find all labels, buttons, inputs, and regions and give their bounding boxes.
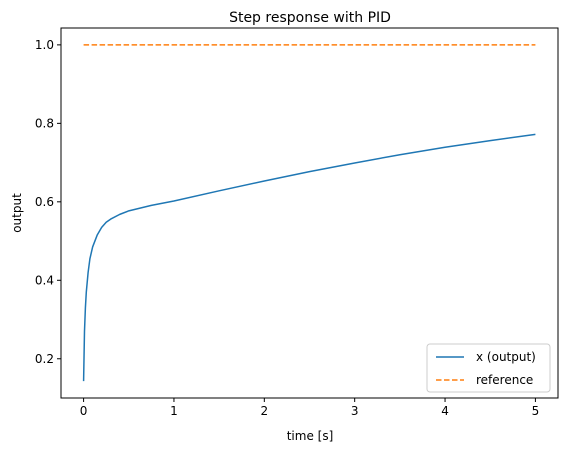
y-tick-label: 0.6 xyxy=(35,195,54,209)
x-tick-label: 3 xyxy=(351,404,359,418)
x-axis-label: time [s] xyxy=(287,429,334,443)
legend-box xyxy=(426,343,551,393)
y-tick-label: 0.4 xyxy=(35,273,54,287)
legend-label-output: x (output) xyxy=(476,350,536,364)
x-tick-label: 2 xyxy=(260,404,268,418)
chart-title: Step response with PID xyxy=(229,10,391,26)
x-axis-ticks: 0 1 2 3 4 5 xyxy=(80,398,539,418)
plot-area xyxy=(82,44,536,382)
y-tick-label: 1.0 xyxy=(35,38,54,52)
y-tick-label: 0.2 xyxy=(35,352,54,366)
x-tick-label: 1 xyxy=(170,404,178,418)
legend: x (output) reference xyxy=(426,343,551,393)
y-axis-ticks: 0.2 0.4 0.6 0.8 1.0 xyxy=(35,38,61,366)
y-axis-label: output xyxy=(10,193,24,233)
series-line-output xyxy=(82,133,536,382)
legend-label-reference: reference xyxy=(476,373,533,387)
x-tick-label: 4 xyxy=(441,404,449,418)
axes-frame xyxy=(60,27,559,399)
y-tick-label: 0.8 xyxy=(35,116,54,130)
x-tick-label: 0 xyxy=(80,404,88,418)
x-tick-label: 5 xyxy=(532,404,540,418)
